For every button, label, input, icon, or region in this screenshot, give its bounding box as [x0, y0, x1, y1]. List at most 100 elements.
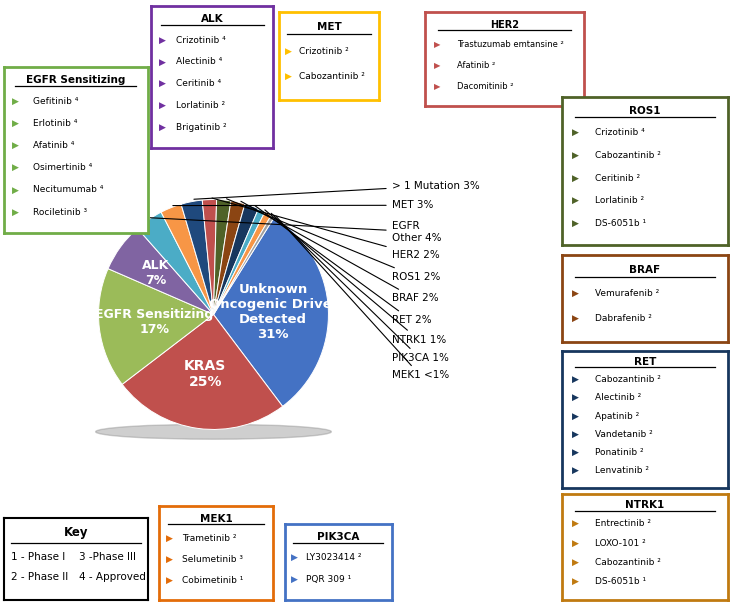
Wedge shape	[161, 204, 214, 315]
Text: ▶: ▶	[572, 151, 579, 160]
Text: Crizotinib ²: Crizotinib ²	[299, 47, 349, 56]
Text: ▶: ▶	[291, 575, 298, 584]
Wedge shape	[214, 201, 245, 315]
Text: Alectinib ⁴: Alectinib ⁴	[176, 58, 222, 67]
Text: ▶: ▶	[159, 58, 166, 67]
Wedge shape	[214, 215, 274, 315]
Text: ▶: ▶	[572, 375, 579, 384]
Text: ▶: ▶	[159, 36, 166, 44]
Text: LY3023414 ²: LY3023414 ²	[306, 553, 361, 562]
Text: 1 - Phase I: 1 - Phase I	[11, 553, 65, 562]
Text: ▶: ▶	[572, 430, 579, 439]
Text: ▶: ▶	[13, 208, 19, 217]
Text: 4 - Approved: 4 - Approved	[78, 572, 146, 582]
Text: NTRK1 1%: NTRK1 1%	[265, 210, 446, 345]
Text: ▶: ▶	[13, 141, 19, 150]
Text: ▶: ▶	[435, 61, 441, 70]
Text: PIK3CA: PIK3CA	[317, 532, 359, 542]
Text: ▶: ▶	[13, 96, 19, 105]
Text: ▶: ▶	[572, 539, 579, 548]
Text: ▶: ▶	[435, 40, 441, 49]
Text: Dabrafenib ²: Dabrafenib ²	[595, 314, 652, 323]
Text: ▶: ▶	[13, 163, 19, 172]
Text: ▶: ▶	[572, 466, 579, 475]
Text: ▶: ▶	[166, 554, 173, 564]
Text: ▶: ▶	[13, 185, 19, 195]
Text: Vandetanib ²: Vandetanib ²	[595, 430, 653, 439]
Text: ▶: ▶	[572, 219, 579, 228]
Text: Unknown
Oncogenic Driver
Detected
31%: Unknown Oncogenic Driver Detected 31%	[208, 283, 338, 341]
Text: Cabozantinib ²: Cabozantinib ²	[595, 375, 661, 384]
Text: ▶: ▶	[285, 47, 292, 56]
Text: NTRK1: NTRK1	[625, 501, 664, 510]
Text: ▶: ▶	[291, 553, 298, 562]
Wedge shape	[108, 228, 214, 315]
Text: MET 3%: MET 3%	[173, 201, 433, 210]
Text: ROS1: ROS1	[629, 105, 661, 116]
Text: ▶: ▶	[572, 314, 579, 323]
Text: ▶: ▶	[572, 289, 579, 298]
Text: 2 - Phase II: 2 - Phase II	[11, 572, 68, 582]
Text: Afatinib ²: Afatinib ²	[457, 61, 495, 70]
Text: ROS1 2%: ROS1 2%	[227, 199, 440, 282]
Wedge shape	[181, 200, 214, 315]
Text: 3 -Phase III: 3 -Phase III	[78, 553, 136, 562]
Text: Vemurafenib ²: Vemurafenib ²	[595, 289, 659, 298]
Text: ▶: ▶	[572, 411, 579, 421]
Text: Dacomitinib ²: Dacomitinib ²	[457, 82, 513, 91]
Text: Apatinib ²: Apatinib ²	[595, 411, 639, 421]
Text: ▶: ▶	[159, 79, 166, 88]
Wedge shape	[214, 217, 328, 407]
Text: Trametinib ²: Trametinib ²	[182, 534, 236, 543]
Text: Ponatinib ²: Ponatinib ²	[595, 448, 644, 457]
Text: EGFR Sensitizing: EGFR Sensitizing	[26, 75, 126, 85]
Wedge shape	[214, 204, 259, 315]
Text: ▶: ▶	[13, 119, 19, 128]
Text: Entrectinib ²: Entrectinib ²	[595, 519, 651, 528]
Text: BRAF: BRAF	[629, 265, 661, 275]
Text: DS-6051b ¹: DS-6051b ¹	[595, 219, 646, 228]
Text: Gefitinib ⁴: Gefitinib ⁴	[33, 96, 78, 105]
Wedge shape	[98, 268, 214, 384]
Text: ▶: ▶	[159, 101, 166, 110]
Text: Selumetinib ³: Selumetinib ³	[182, 554, 243, 564]
Text: MEK1 <1%: MEK1 <1%	[276, 216, 449, 381]
Text: Lorlatinib ²: Lorlatinib ²	[595, 196, 644, 205]
Text: Afatinib ⁴: Afatinib ⁴	[33, 141, 74, 150]
Text: MEK1: MEK1	[200, 513, 233, 524]
Text: ▶: ▶	[572, 173, 579, 182]
Text: Ceritinib ²: Ceritinib ²	[595, 173, 640, 182]
Text: EGFR
Other 4%: EGFR Other 4%	[150, 218, 441, 242]
Text: KRAS
25%: KRAS 25%	[184, 359, 226, 389]
Text: Cabozantinib ²: Cabozantinib ²	[595, 151, 661, 160]
Text: Crizotinib ⁴: Crizotinib ⁴	[176, 36, 225, 44]
Text: Key: Key	[64, 527, 88, 539]
Wedge shape	[214, 208, 265, 315]
Text: ▶: ▶	[159, 123, 166, 132]
Text: Osimertinib ⁴: Osimertinib ⁴	[33, 163, 92, 172]
Text: ▶: ▶	[572, 393, 579, 402]
Text: Rociletinib ³: Rociletinib ³	[33, 208, 86, 217]
Ellipse shape	[95, 424, 331, 439]
Text: PQR 309 ¹: PQR 309 ¹	[306, 575, 351, 584]
Text: ▶: ▶	[572, 448, 579, 457]
Text: ▶: ▶	[572, 577, 579, 586]
Text: Trastuzumab emtansine ²: Trastuzumab emtansine ²	[457, 40, 563, 49]
Wedge shape	[122, 315, 282, 430]
Text: Lenvatinib ²: Lenvatinib ²	[595, 466, 649, 475]
Text: ▶: ▶	[572, 196, 579, 205]
Text: DS-6051b ¹: DS-6051b ¹	[595, 577, 646, 586]
Text: ▶: ▶	[572, 558, 579, 567]
Text: Erlotinib ⁴: Erlotinib ⁴	[33, 119, 77, 128]
Text: ▶: ▶	[572, 519, 579, 528]
Wedge shape	[202, 199, 217, 315]
Text: ▶: ▶	[166, 576, 173, 585]
Text: Crizotinib ⁴: Crizotinib ⁴	[595, 128, 644, 137]
Text: EGFR Sensitizing
17%: EGFR Sensitizing 17%	[95, 308, 214, 336]
Wedge shape	[214, 211, 271, 315]
Text: Brigatinib ²: Brigatinib ²	[176, 123, 227, 132]
Text: ▶: ▶	[166, 534, 173, 543]
Text: RET: RET	[633, 358, 656, 367]
Text: Cobimetinib ¹: Cobimetinib ¹	[182, 576, 243, 585]
Text: Cabozantinib ²: Cabozantinib ²	[299, 72, 365, 81]
